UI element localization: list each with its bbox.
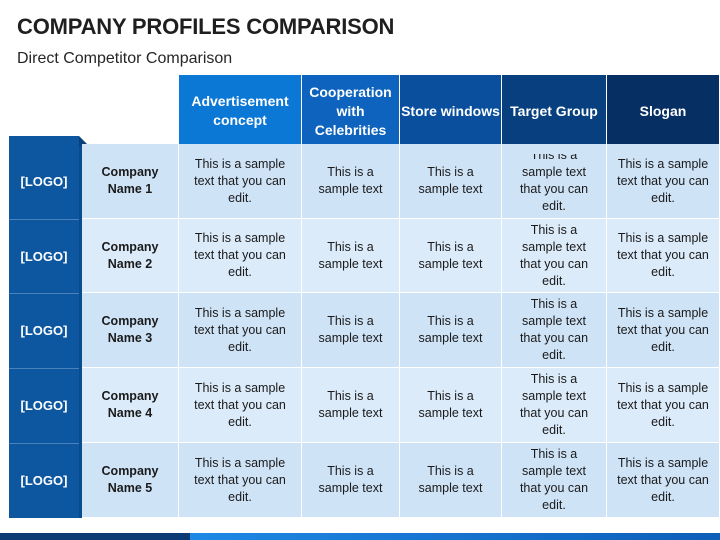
logo-placeholder-2: [LOGO] <box>20 248 68 264</box>
header-cell-5: Slogan <box>607 75 719 147</box>
table-cell-r3-c3: This is a sample text <box>400 293 501 367</box>
logo-column <box>9 136 79 518</box>
table-cell-r2-c3: This is a sample text <box>400 219 501 292</box>
company-name-4: Company Name 4 <box>82 368 178 442</box>
table-cell-r5-c1: This is a sample text that you can edit. <box>179 443 301 517</box>
page-title: COMPANY PROFILES COMPARISON <box>17 14 395 39</box>
company-name-3: Company Name 3 <box>82 293 178 367</box>
company-name-2: Company Name 2 <box>82 219 178 292</box>
header-cell-1: Advertisement concept <box>179 75 301 147</box>
header-wave-2 <box>302 144 399 154</box>
bottom-accent-bar <box>0 533 720 540</box>
header-wave-4 <box>502 144 606 154</box>
logo-placeholder-1: [LOGO] <box>20 174 68 189</box>
table-cell-r3-c5: This is a sample text that you can edit. <box>607 293 719 367</box>
table-cell-r4-c3: This is a sample text <box>400 368 501 442</box>
header-cell-2: Cooperation with Celebrities <box>302 75 399 147</box>
bottom-bar-dark <box>0 533 190 540</box>
table-cell-r3-c1: This is a sample text that you can edit. <box>179 293 301 367</box>
logo-column-fold <box>79 136 89 146</box>
bottom-bar-light <box>190 533 720 540</box>
table-cell-r3-c2: This is a sample text <box>302 293 399 367</box>
table-cell-r4-c2: This is a sample text <box>302 368 399 442</box>
header-wave-1 <box>179 144 301 154</box>
table-cell-r1-c1: This is a sample text that you can edit. <box>179 144 301 218</box>
table-cell-r1-c4: This is a sample text that you can edit. <box>502 144 606 218</box>
table-cell-r5-c3: This is a sample text <box>400 443 501 517</box>
header-wave-edge <box>179 144 719 154</box>
table-cell-r1-c5: This is a sample text that you can edit. <box>607 144 719 218</box>
table-cell-r5-c2: This is a sample text <box>302 443 399 517</box>
table-cell-r2-c2: This is a sample text <box>302 219 399 292</box>
table-cell-r2-c1: This is a sample text that you can edit. <box>179 219 301 292</box>
table-cell-r1-c2: This is a sample text <box>302 144 399 218</box>
logo-row-separator <box>9 368 79 369</box>
table-cell-r1-c3: This is a sample text <box>400 144 501 218</box>
table-cell-r4-c1: This is a sample text that you can edit. <box>179 368 301 442</box>
header-cell-4: Target Group <box>502 75 606 147</box>
header-cell-3: Store windows <box>400 75 501 147</box>
logo-row-separator <box>9 443 79 444</box>
table-cell-r4-c4: This is a sample text that you can edit. <box>502 368 606 442</box>
table-cell-r2-c4: This is a sample text that you can edit. <box>502 219 606 292</box>
page-subtitle: Direct Competitor Comparison <box>17 50 233 67</box>
logo-row-separator <box>9 293 79 294</box>
table-cell-r3-c4: This is a sample text that you can edit. <box>502 293 606 367</box>
header-wave-5 <box>607 144 719 154</box>
company-name-1: Company Name 1 <box>82 144 178 218</box>
logo-placeholder-3: [LOGO] <box>20 323 68 338</box>
logo-placeholder-4: [LOGO] <box>20 398 68 413</box>
table-cell-r5-c4: This is a sample text that you can edit. <box>502 443 606 517</box>
table-cell-r2-c5: This is a sample text that you can edit. <box>607 219 719 292</box>
company-name-5: Company Name 5 <box>82 443 178 517</box>
logo-row-separator <box>9 219 79 220</box>
table-cell-r5-c5: This is a sample text that you can edit. <box>607 443 719 517</box>
header-wave-3 <box>400 144 501 154</box>
logo-placeholder-5: [LOGO] <box>20 473 68 488</box>
table-cell-r4-c5: This is a sample text that you can edit. <box>607 368 719 442</box>
